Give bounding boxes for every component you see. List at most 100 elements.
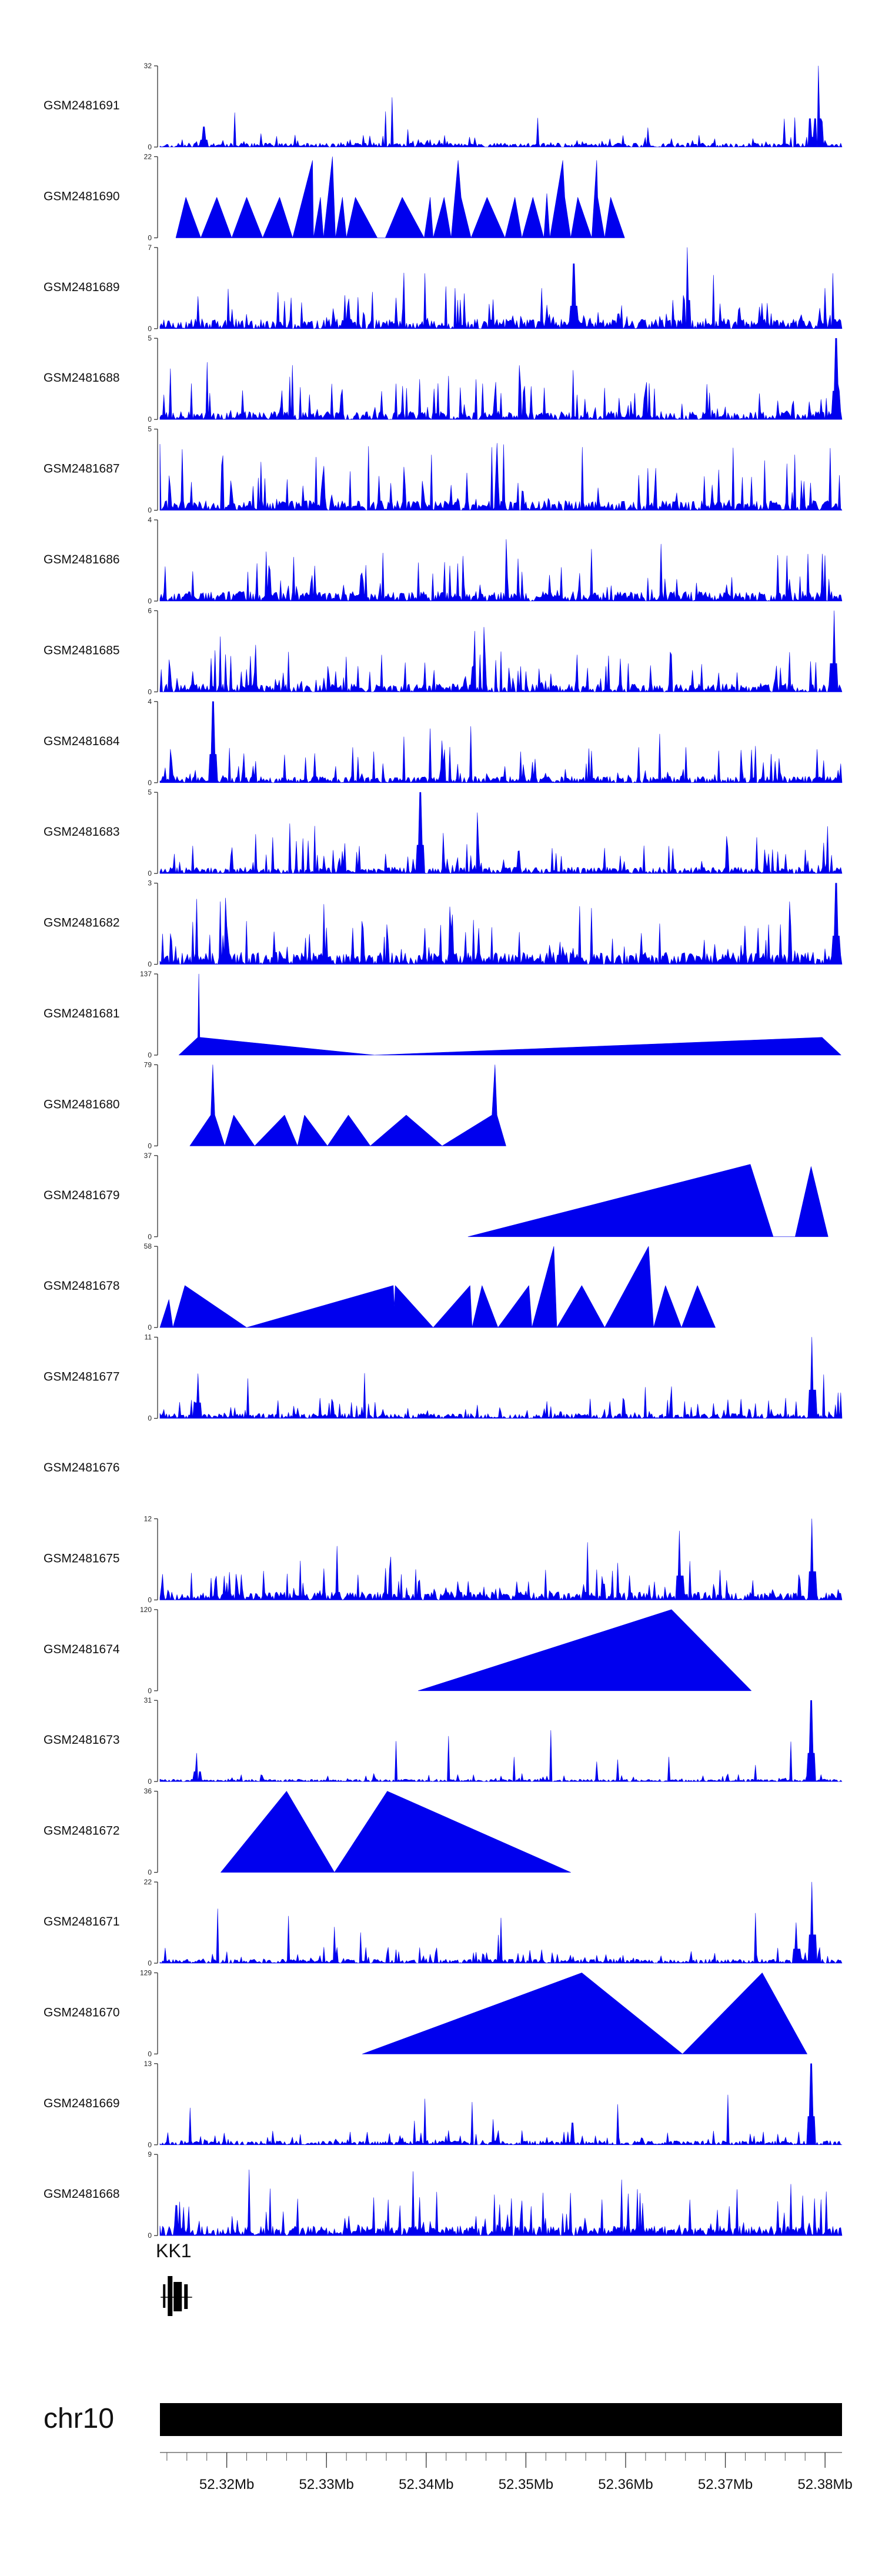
gene-exon	[168, 2276, 173, 2316]
x-tick-label: 52.32Mb	[199, 2477, 254, 2492]
track-label: GSM2481681	[44, 1007, 120, 1020]
track-label: GSM2481685	[44, 643, 120, 657]
y-zero-label: 0	[148, 597, 152, 605]
track-label: GSM2481683	[44, 825, 120, 839]
y-max-label: 9	[148, 2150, 152, 2158]
signal-area	[175, 156, 625, 238]
y-zero-label: 0	[148, 506, 152, 515]
signal-area	[159, 1337, 843, 1419]
signal-area	[417, 1609, 751, 1691]
track-GSM2481680: GSM2481680 79 0	[44, 1060, 506, 1150]
track-label: GSM2481684	[44, 735, 120, 748]
x-tick-label: 52.38Mb	[797, 2477, 852, 2492]
signal-area	[189, 1065, 506, 1146]
track-label: GSM2481676	[44, 1461, 120, 1474]
track-GSM2481675: GSM2481675 12 0	[44, 1514, 843, 1604]
signal-area	[159, 2063, 843, 2145]
y-max-label: 7	[148, 243, 152, 252]
track-GSM2481687: GSM2481687 5 0	[44, 425, 843, 515]
track-GSM2481672: GSM2481672 36 0	[44, 1787, 571, 1877]
track-GSM2481674: GSM2481674 120 0	[44, 1606, 751, 1695]
signal-area	[362, 1973, 807, 2054]
y-max-label: 22	[144, 1878, 152, 1886]
x-tick-label: 52.37Mb	[698, 2477, 753, 2492]
track-GSM2481668: GSM2481668 9 0	[44, 2150, 843, 2240]
track-label: GSM2481691	[44, 99, 120, 112]
y-zero-label: 0	[148, 1868, 152, 1877]
gene-label: KK1	[156, 2240, 191, 2261]
track-label: GSM2481669	[44, 2097, 120, 2110]
signal-area	[159, 1700, 843, 1782]
y-max-label: 6	[148, 606, 152, 615]
y-max-label: 36	[144, 1787, 152, 1796]
y-max-label: 79	[144, 1060, 152, 1069]
y-zero-label: 0	[148, 688, 152, 696]
track-GSM2481671: GSM2481671 22 0	[44, 1878, 843, 1967]
track-label: GSM2481671	[44, 1915, 120, 1928]
y-zero-label: 0	[148, 2050, 152, 2058]
track-GSM2481676: GSM2481676	[44, 1461, 120, 1474]
x-tick-label: 52.34Mb	[399, 2477, 453, 2492]
y-max-label: 32	[144, 62, 152, 70]
y-zero-label: 0	[148, 1323, 152, 1332]
y-max-label: 11	[145, 1333, 152, 1342]
chromosome-ideogram	[160, 2403, 842, 2436]
x-tick-label: 52.36Mb	[598, 2477, 653, 2492]
track-label: GSM2481689	[44, 281, 120, 294]
signal-area	[159, 539, 843, 602]
y-zero-label: 0	[148, 1959, 152, 1967]
signal-area	[159, 1881, 843, 1964]
signal-area	[159, 1246, 716, 1328]
track-GSM2481691: GSM2481691 32 0	[44, 62, 843, 151]
y-max-label: 5	[148, 334, 152, 342]
y-max-label: 12	[144, 1514, 152, 1523]
track-GSM2481688: GSM2481688 5 0	[44, 334, 843, 423]
chromosome-label: chr10	[44, 2403, 114, 2434]
y-zero-label: 0	[148, 2141, 152, 2149]
track-label: GSM2481687	[44, 462, 120, 476]
y-zero-label: 0	[148, 1687, 152, 1695]
gene-track: KK1	[156, 2240, 192, 2316]
y-zero-label: 0	[148, 869, 152, 877]
track-label: GSM2481668	[44, 2187, 120, 2201]
x-tick-label: 52.33Mb	[299, 2477, 354, 2492]
y-max-label: 5	[148, 788, 152, 796]
gene-exon	[163, 2284, 166, 2308]
track-label: GSM2481677	[44, 1370, 120, 1384]
y-zero-label: 0	[148, 143, 152, 151]
signal-area	[467, 1164, 828, 1237]
track-label: GSM2481688	[44, 371, 120, 385]
signal-area	[159, 247, 843, 329]
track-GSM2481669: GSM2481669 13 0	[44, 2060, 843, 2149]
y-zero-label: 0	[148, 960, 152, 969]
track-label: GSM2481680	[44, 1097, 120, 1111]
y-zero-label: 0	[148, 2231, 152, 2240]
signal-area	[159, 701, 843, 783]
y-max-label: 137	[140, 970, 152, 978]
signal-area	[159, 792, 843, 874]
track-GSM2481684: GSM2481684 4 0	[44, 698, 843, 787]
y-zero-label: 0	[148, 779, 152, 787]
track-GSM2481679: GSM2481679 37 0	[44, 1152, 828, 1241]
signal-area	[159, 338, 843, 420]
track-GSM2481686: GSM2481686 4 0	[44, 516, 843, 605]
track-GSM2481677: GSM2481677 11 0	[44, 1333, 843, 1423]
y-zero-label: 0	[148, 1596, 152, 1604]
track-label: GSM2481690	[44, 189, 120, 203]
signal-area	[159, 1519, 843, 1600]
y-max-label: 3	[148, 879, 152, 887]
y-max-label: 5	[148, 425, 152, 433]
y-zero-label: 0	[148, 1414, 152, 1423]
y-max-label: 37	[144, 1152, 152, 1160]
gene-exon	[173, 2282, 182, 2311]
y-max-label: 22	[144, 152, 152, 161]
genome-axis: chr10 52.32Mb 52.33Mb 52.34Mb 52.35Mb 52.36Mb…	[44, 2403, 853, 2492]
track-GSM2481678: GSM2481678 58 0	[44, 1242, 716, 1332]
y-zero-label: 0	[148, 233, 152, 242]
y-zero-label: 0	[148, 1051, 152, 1059]
track-label: GSM2481673	[44, 1733, 120, 1747]
track-GSM2481681: GSM2481681 137 0	[44, 970, 841, 1059]
y-max-label: 4	[148, 698, 152, 706]
y-zero-label: 0	[148, 325, 152, 333]
track-label: GSM2481678	[44, 1279, 120, 1293]
